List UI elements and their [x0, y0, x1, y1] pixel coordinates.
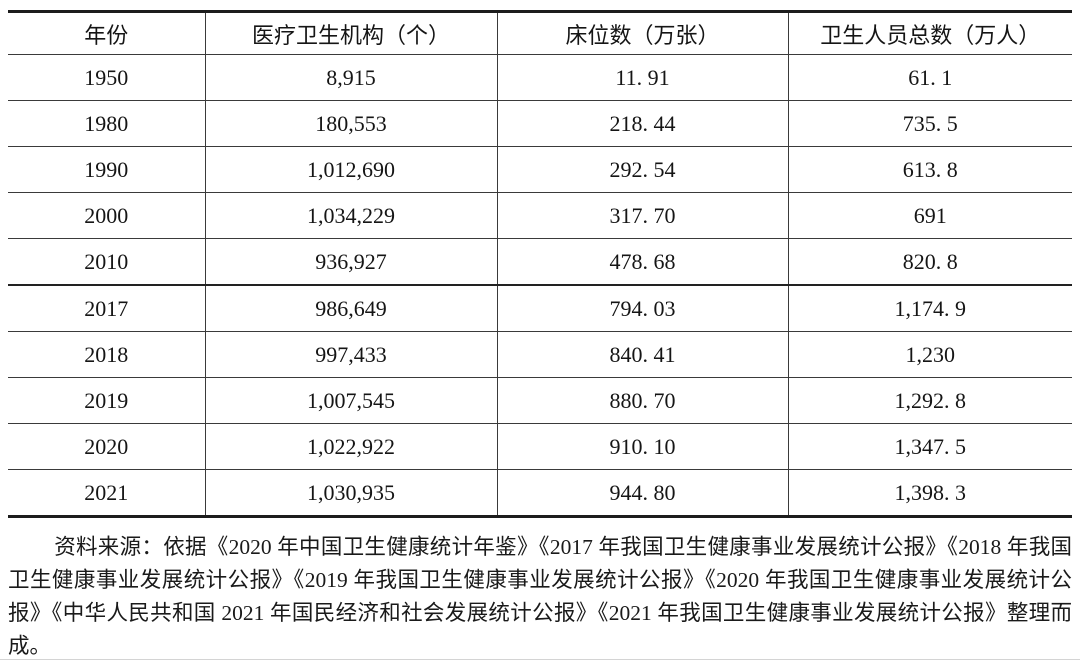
beds-cell: 292. 54 — [496, 146, 788, 193]
institutions-cell: 1,007,545 — [204, 377, 497, 424]
table-row: 2020 1,022,922 910. 10 1,347. 5 — [8, 423, 1072, 470]
institutions-cell: 997,433 — [204, 331, 497, 378]
beds-cell: 880. 70 — [496, 377, 788, 424]
beds-cell: 944. 80 — [496, 469, 788, 517]
personnel-cell: 1,174. 9 — [787, 284, 1072, 332]
personnel-cell: 1,398. 3 — [787, 469, 1072, 517]
beds-cell: 910. 10 — [496, 423, 788, 470]
table-row: 2017 986,649 794. 03 1,174. 9 — [8, 284, 1072, 332]
institutions-cell: 1,012,690 — [204, 146, 497, 193]
personnel-cell: 735. 5 — [787, 100, 1072, 147]
institutions-cell: 8,915 — [204, 54, 497, 101]
personnel-cell: 1,292. 8 — [787, 377, 1072, 424]
year-cell: 2018 — [8, 331, 205, 378]
personnel-cell: 1,347. 5 — [787, 423, 1072, 470]
personnel-cell: 691 — [787, 192, 1072, 239]
institutions-cell: 986,649 — [204, 284, 497, 332]
health-statistics-table: 年份 医疗卫生机构（个） 床位数（万张） 卫生人员总数（万人） 1950 8,91… — [8, 10, 1072, 518]
col-header-beds: 床位数（万张） — [496, 11, 788, 55]
personnel-cell: 1,230 — [787, 331, 1072, 378]
year-cell: 2000 — [8, 192, 205, 239]
personnel-cell: 61. 1 — [787, 54, 1072, 101]
table-row: 1980 180,553 218. 44 735. 5 — [8, 100, 1072, 147]
beds-cell: 840. 41 — [496, 331, 788, 378]
institutions-cell: 1,022,922 — [204, 423, 497, 470]
year-cell: 1980 — [8, 100, 205, 147]
year-cell: 1990 — [8, 146, 205, 193]
personnel-cell: 613. 8 — [787, 146, 1072, 193]
table-row: 2018 997,433 840. 41 1,230 — [8, 331, 1072, 378]
beds-cell: 317. 70 — [496, 192, 788, 239]
col-header-personnel: 卫生人员总数（万人） — [787, 11, 1072, 55]
beds-cell: 218. 44 — [496, 100, 788, 147]
year-cell: 2019 — [8, 377, 205, 424]
table-row: 2000 1,034,229 317. 70 691 — [8, 192, 1072, 239]
year-cell: 1950 — [8, 54, 205, 101]
col-header-year: 年份 — [84, 22, 129, 48]
year-cell: 2020 — [8, 423, 205, 470]
institutions-cell: 180,553 — [204, 100, 497, 147]
table-row: 2010 936,927 478. 68 820. 8 — [8, 238, 1072, 285]
source-note: 资料来源：依据《2020 年中国卫生健康统计年鉴》《2017 年我国卫生健康事业… — [8, 535, 1072, 658]
institutions-cell: 936,927 — [204, 238, 497, 285]
beds-cell: 478. 68 — [496, 238, 788, 285]
header-row: 年份 医疗卫生机构（个） 床位数（万张） 卫生人员总数（万人） — [8, 11, 1072, 55]
institutions-cell: 1,030,935 — [204, 469, 497, 517]
table-row: 1990 1,012,690 292. 54 613. 8 — [8, 146, 1072, 193]
beds-cell: 794. 03 — [496, 284, 788, 332]
year-cell: 2021 — [8, 469, 205, 517]
table-body: 1950 8,915 11. 91 61. 1 1980 180,553 218. 44 73… — [8, 54, 1072, 517]
page: 年份 医疗卫生机构（个） 床位数（万张） 卫生人员总数（万人） 1950 8,91… — [0, 10, 1080, 660]
year-cell: 2017 — [8, 284, 205, 332]
table-row: 2021 1,030,935 944. 80 1,398. 3 — [8, 469, 1072, 517]
institutions-cell: 1,034,229 — [204, 192, 497, 239]
beds-cell: 11. 91 — [496, 54, 788, 101]
table-row: 1950 8,915 11. 91 61. 1 — [8, 54, 1072, 101]
year-cell: 2010 — [8, 238, 205, 285]
col-header-institutions: 医疗卫生机构（个） — [204, 11, 497, 55]
table-row: 2019 1,007,545 880. 70 1,292. 8 — [8, 377, 1072, 424]
personnel-cell: 820. 8 — [787, 238, 1072, 285]
